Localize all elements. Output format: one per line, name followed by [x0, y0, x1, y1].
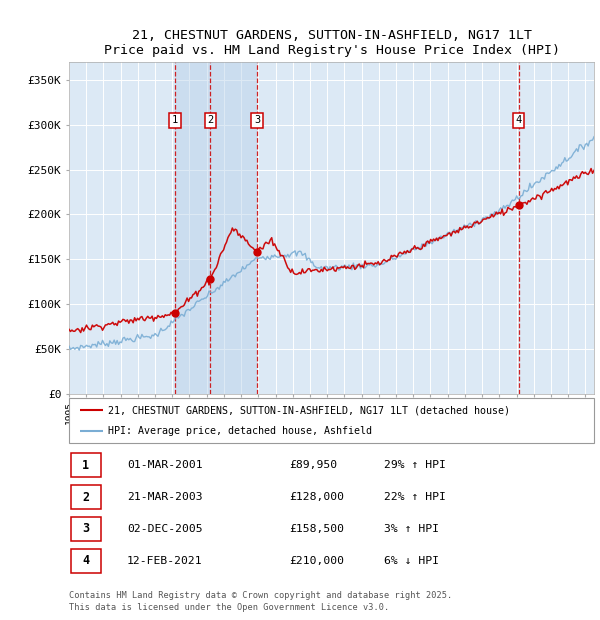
Text: £158,500: £158,500	[290, 524, 344, 534]
Text: 29% ↑ HPI: 29% ↑ HPI	[384, 461, 446, 471]
Bar	[175, 62, 257, 394]
FancyBboxPatch shape	[71, 517, 101, 541]
Text: 2: 2	[82, 490, 89, 503]
Text: 3% ↑ HPI: 3% ↑ HPI	[384, 524, 439, 534]
Text: 21-MAR-2003: 21-MAR-2003	[127, 492, 202, 502]
FancyBboxPatch shape	[71, 485, 101, 509]
FancyBboxPatch shape	[71, 453, 101, 477]
Text: HPI: Average price, detached house, Ashfield: HPI: Average price, detached house, Ashf…	[109, 426, 373, 436]
Text: Contains HM Land Registry data © Crown copyright and database right 2025.
This d: Contains HM Land Registry data © Crown c…	[69, 591, 452, 612]
Text: 3: 3	[254, 115, 260, 125]
FancyBboxPatch shape	[69, 398, 594, 443]
Text: 6% ↓ HPI: 6% ↓ HPI	[384, 556, 439, 565]
Text: 01-MAR-2001: 01-MAR-2001	[127, 461, 202, 471]
Text: 4: 4	[82, 554, 89, 567]
Text: 1: 1	[172, 115, 178, 125]
Text: £128,000: £128,000	[290, 492, 344, 502]
FancyBboxPatch shape	[71, 549, 101, 573]
Text: 1: 1	[82, 459, 89, 472]
Text: 4: 4	[515, 115, 522, 125]
Text: £89,950: £89,950	[290, 461, 338, 471]
Text: 2: 2	[208, 115, 214, 125]
Text: 12-FEB-2021: 12-FEB-2021	[127, 556, 202, 565]
Text: 21, CHESTNUT GARDENS, SUTTON-IN-ASHFIELD, NG17 1LT (detached house): 21, CHESTNUT GARDENS, SUTTON-IN-ASHFIELD…	[109, 405, 511, 415]
Text: 3: 3	[82, 523, 89, 536]
Text: £210,000: £210,000	[290, 556, 344, 565]
Title: 21, CHESTNUT GARDENS, SUTTON-IN-ASHFIELD, NG17 1LT
Price paid vs. HM Land Regist: 21, CHESTNUT GARDENS, SUTTON-IN-ASHFIELD…	[104, 29, 560, 56]
Text: 02-DEC-2005: 02-DEC-2005	[127, 524, 202, 534]
Text: 22% ↑ HPI: 22% ↑ HPI	[384, 492, 446, 502]
